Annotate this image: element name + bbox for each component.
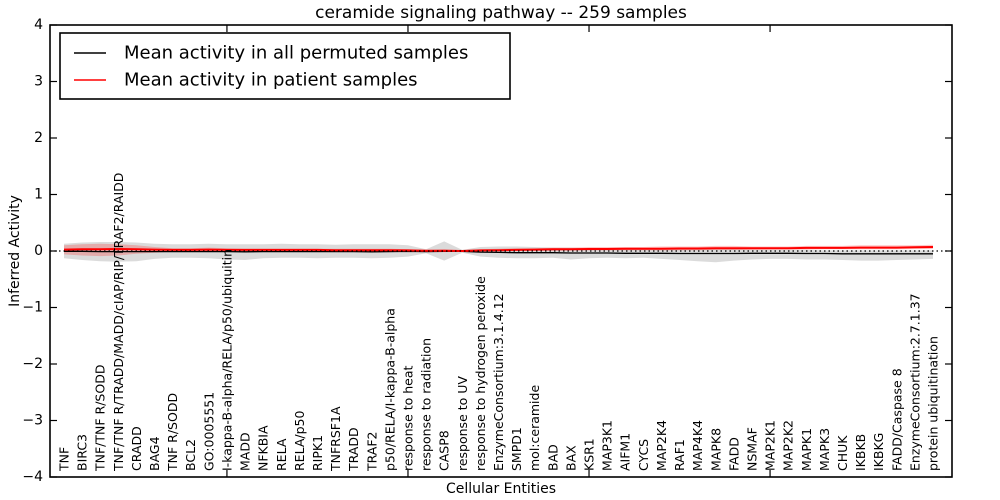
x-category-label: RAF1 [672,439,687,471]
x-category-label: NSMAF [744,427,759,471]
x-category-label: TNF/TNF R/SODD [93,365,108,472]
x-category-label: IKBKB [853,434,868,471]
x-category-label: CYCS [636,439,651,471]
x-category-label: FADD [726,437,741,471]
x-category-label: BAG4 [147,436,162,471]
y-tick-label: −1 [22,300,43,316]
x-category-label: BCL2 [183,439,198,471]
y-tick-label: 4 [34,17,43,33]
x-category-label: CASP8 [437,430,452,471]
y-tick-label: 3 [34,74,43,90]
x-category-label: KSR1 [582,438,597,471]
x-category-label: TNF R/SODD [165,393,180,472]
x-category-label: p50/RELA/I-kappa-B-alpha [382,308,397,471]
x-category-label: TNFRSF1A [328,406,343,472]
x-category-label: MAPK8 [708,428,723,471]
y-tick-label: −3 [22,413,43,429]
y-tick-label: 1 [34,187,43,203]
x-category-label: RELA/p50 [292,411,307,471]
y-tick-label: −2 [22,356,43,372]
x-category-label: TRADD [346,427,361,472]
x-category-label: MAP2K2 [781,420,796,471]
x-category-label: NFKBIA [256,425,271,471]
x-category-label: RELA [274,438,289,471]
y-tick-label: 2 [34,130,43,146]
x-category-label: response to heat [400,365,415,471]
x-category-label: CRADD [129,426,144,471]
x-category-label: MADD [238,432,253,471]
legend-label-permuted: Mean activity in all permuted samples [124,43,468,64]
x-category-label: SMPD1 [509,427,524,471]
legend-label-patient: Mean activity in patient samples [124,70,418,91]
x-category-label: response to radiation [419,338,434,471]
x-category-label: TRAF2 [364,431,379,472]
x-category-label: CHUK [835,435,850,471]
x-category-label: GO:0005551 [201,392,216,471]
x-category-label: BAX [563,445,578,471]
x-category-label: response to UV [455,376,470,471]
x-category-label: MAPK1 [799,428,814,471]
x-category-label: MAP2K1 [763,420,778,471]
x-axis-label: Cellular Entities [446,481,556,497]
x-category-label: response to hydrogen peroxide [473,276,488,471]
x-category-label: I-kappa-B-alpha/RELA/p50/ubiquitin [219,249,234,471]
x-category-label: MAP4K4 [690,420,705,471]
x-category-label: mol:ceramide [527,385,542,471]
x-category-label: MAPK3 [817,428,832,471]
chart-title: ceramide signaling pathway -- 259 sample… [315,3,687,23]
x-category-label: BAD [545,444,560,471]
x-category-label: IKBKG [871,433,886,471]
y-tick-label: 0 [34,243,43,259]
x-category-label: protein ubiquitination [926,336,941,471]
x-category-label: TNF/TNF R/TRADD/MADD/cIAP/RIP/TRAF2/RAID… [111,173,126,472]
x-category-label: MAP3K1 [600,420,615,471]
y-axis-label: Inferred Activity [7,195,23,307]
x-category-label: FADD/Caspase 8 [889,368,904,471]
x-category-label: EnzymeConsortium:3.1.4.12 [491,293,506,471]
x-category-label: TNF [57,447,72,472]
legend: Mean activity in all permuted samples Me… [59,32,511,100]
x-category-label: AIFM1 [618,433,633,471]
x-category-label: RIPK1 [310,435,325,471]
x-category-label: MAP2K4 [654,420,669,471]
plot-content: −4 −3 −2 −1 0 1 2 3 4 TNF BIRC3 TNF/TNF R/SODD TNF/T… [22,17,953,485]
x-category-label: EnzymeConsortium:2.7.1.37 [907,293,922,471]
y-tick-label: −4 [22,469,43,485]
line-patient-mean [63,246,934,253]
x-category-label: BIRC3 [75,434,90,471]
legend-box [59,32,511,100]
